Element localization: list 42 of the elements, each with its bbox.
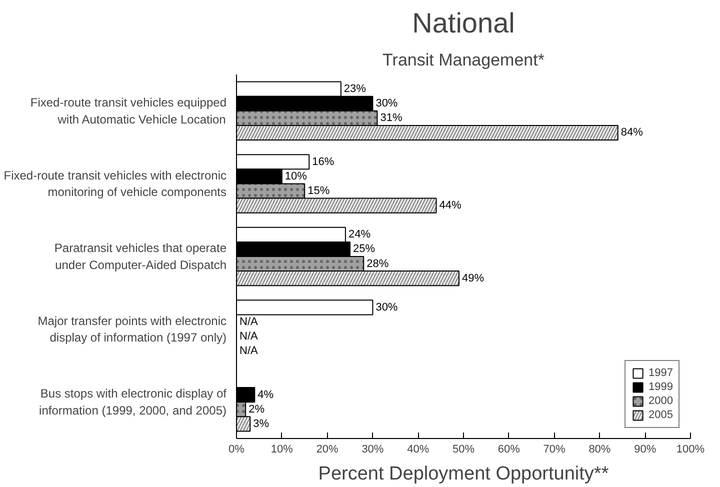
data-label: 4% bbox=[258, 388, 274, 401]
legend-label: 2005 bbox=[648, 409, 673, 421]
x-tick-label: 70% bbox=[543, 444, 566, 456]
x-tick-label: 40% bbox=[407, 444, 430, 456]
text: N/A bbox=[240, 330, 258, 343]
data-label: 3% bbox=[253, 418, 270, 430]
data-label: 28% bbox=[366, 258, 389, 270]
y-tick-label: Major transfer points with electronic display of information (1997 only) bbox=[38, 314, 227, 345]
data-label: 31% bbox=[380, 112, 402, 124]
chart-subtitle: Transit Management* bbox=[382, 50, 545, 70]
x-tick-label: 60% bbox=[498, 444, 520, 456]
y-tick-label: Bus stops with electronic display of information (1999, 2000, and 2005) bbox=[39, 386, 228, 418]
data-label: 10% bbox=[284, 170, 308, 182]
chart-title: National bbox=[412, 8, 515, 38]
legend-label: 2000 bbox=[648, 395, 673, 407]
text: N/A bbox=[240, 345, 258, 358]
data-label: 30% bbox=[376, 98, 398, 110]
x-tick-label: 20% bbox=[316, 444, 339, 456]
data-label: 49% bbox=[462, 272, 484, 284]
y-tick-label: Fixed-route transit vehicles with electronic monitoring of vehicle components bbox=[4, 168, 227, 200]
data-label: 25% bbox=[353, 243, 376, 256]
data-label: 15% bbox=[308, 184, 330, 197]
x-tick-label: 0% bbox=[228, 444, 245, 456]
data-label: 23% bbox=[344, 83, 366, 96]
x-tick-label: 50% bbox=[452, 444, 475, 456]
data-label: 16% bbox=[312, 156, 334, 168]
data-label: 24% bbox=[348, 228, 371, 241]
data-label: 2% bbox=[248, 403, 265, 416]
y-tick-label: Paratransit vehicles that operate under Computer-Aided Dispatch bbox=[54, 241, 227, 272]
data-label: 84% bbox=[620, 126, 644, 139]
data-label: 30% bbox=[376, 301, 398, 314]
data-label: 44% bbox=[439, 200, 462, 212]
x-tick-label: 90% bbox=[634, 444, 656, 456]
x-tick-label: 100% bbox=[676, 444, 705, 456]
legend-label: 1997 bbox=[648, 367, 673, 379]
x-tick-label: 10% bbox=[270, 444, 294, 456]
x-tick-label: 30% bbox=[362, 444, 384, 456]
x-axis-title: Percent Deployment Opportunity** bbox=[318, 464, 610, 484]
legend-label: 1999 bbox=[648, 381, 673, 393]
y-tick-label: Fixed-route transit vehicles equipped with Automatic Vehicle Location bbox=[30, 96, 226, 126]
x-tick-label: 80% bbox=[588, 444, 611, 456]
text: N/A bbox=[240, 316, 258, 328]
